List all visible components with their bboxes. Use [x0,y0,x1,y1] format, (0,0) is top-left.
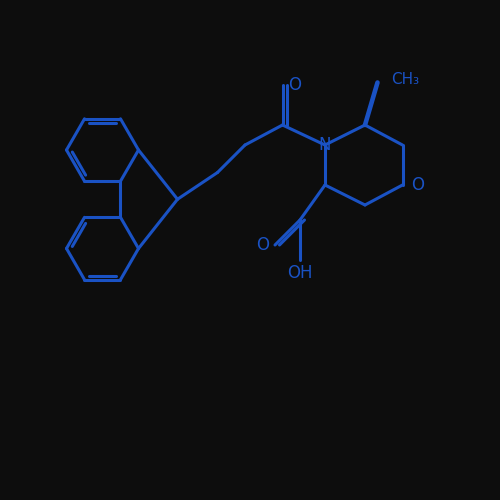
Text: CH₃: CH₃ [392,72,419,88]
Text: N: N [319,136,331,154]
Text: OH: OH [287,264,313,281]
Text: O: O [256,236,269,254]
Text: O: O [412,176,424,194]
Text: O: O [288,76,302,94]
